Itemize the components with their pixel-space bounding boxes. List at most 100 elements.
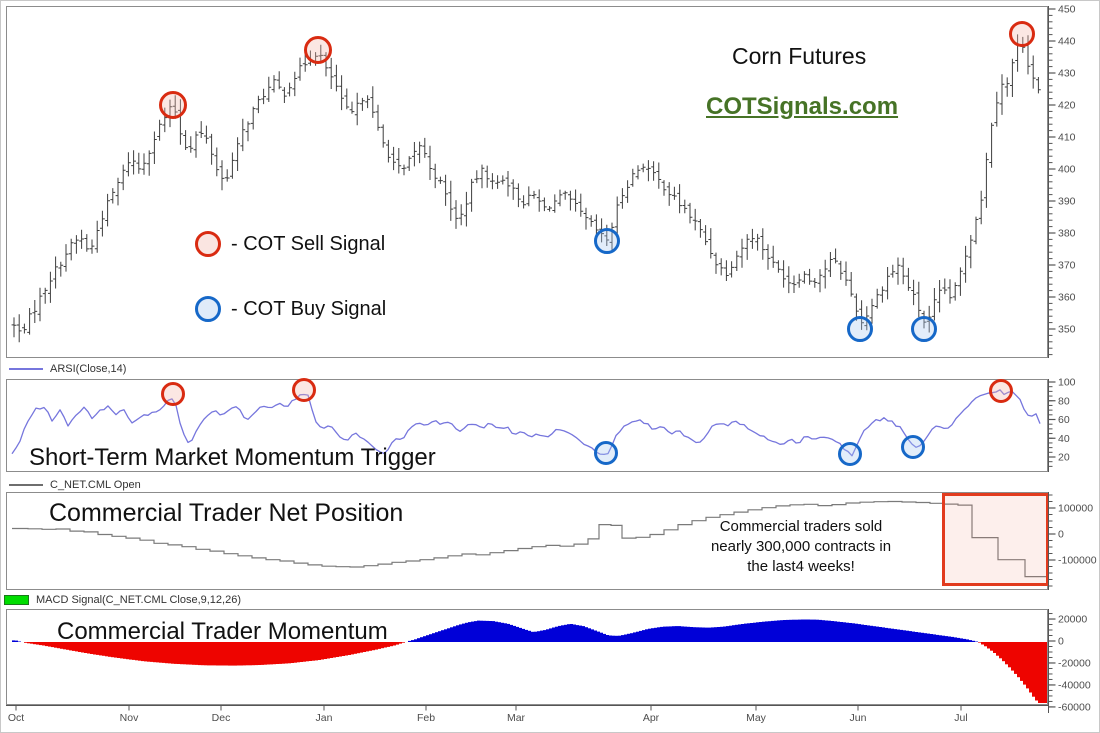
month-tick-label: Apr bbox=[643, 712, 660, 724]
macd-histogram-bar bbox=[780, 620, 783, 642]
macd-histogram-bar bbox=[462, 623, 465, 642]
macd-histogram-bar bbox=[471, 621, 474, 642]
macd-histogram-bar bbox=[933, 634, 936, 642]
highlight-box bbox=[942, 493, 1049, 586]
macd-histogram-bar bbox=[903, 630, 906, 642]
sell-signal-marker bbox=[989, 379, 1013, 403]
macd-histogram-bar bbox=[129, 642, 132, 660]
arsi-series bbox=[11, 389, 1041, 457]
sell-signal-marker bbox=[304, 36, 332, 64]
macd-histogram-bar bbox=[285, 642, 288, 664]
macd-histogram-bar bbox=[165, 642, 168, 664]
macd-histogram-bar bbox=[345, 642, 348, 656]
macd-histogram-bar bbox=[246, 642, 249, 666]
macd-histogram-bar bbox=[1026, 642, 1029, 689]
macd-histogram-bar bbox=[501, 622, 504, 642]
macd-histogram-bar bbox=[477, 620, 480, 642]
macd-histogram-bar bbox=[324, 642, 327, 659]
svg-text:60: 60 bbox=[1058, 414, 1070, 426]
macd-histogram-bar bbox=[921, 632, 924, 642]
macd-histogram-bar bbox=[951, 636, 954, 642]
macd-histogram-bar bbox=[39, 642, 42, 646]
macd-histogram-bar bbox=[591, 629, 594, 642]
macd-histogram-bar bbox=[306, 642, 309, 662]
svg-text:20000: 20000 bbox=[1058, 614, 1087, 626]
macd-histogram-bar bbox=[831, 621, 834, 642]
macd-histogram-bar bbox=[1002, 642, 1005, 662]
svg-text:0: 0 bbox=[1058, 636, 1064, 648]
svg-text:100: 100 bbox=[1058, 377, 1076, 389]
macd-histogram-bar bbox=[1020, 642, 1023, 681]
macd-histogram-bar bbox=[270, 642, 273, 665]
macd-histogram-bar bbox=[657, 627, 660, 642]
macd-histogram-bar bbox=[252, 642, 255, 666]
net-position-series bbox=[12, 500, 1047, 578]
macd-histogram-bar bbox=[207, 642, 210, 666]
macd-histogram-bar bbox=[576, 625, 579, 642]
macd-histogram-bar bbox=[435, 632, 438, 642]
macd-histogram-bar bbox=[801, 619, 804, 642]
site-link[interactable]: COTSignals.com bbox=[706, 93, 899, 120]
macd-histogram-bar bbox=[918, 632, 921, 642]
macd-histogram-bar bbox=[114, 642, 117, 658]
macd-histogram-bar bbox=[807, 619, 810, 642]
macd-histogram-bar bbox=[786, 619, 789, 642]
month-tick-label: Jan bbox=[316, 712, 333, 724]
macd-histogram-bar bbox=[747, 623, 750, 642]
macd-histogram-bar bbox=[1023, 642, 1026, 685]
macd-histogram-bar bbox=[1014, 642, 1017, 674]
svg-text:390: 390 bbox=[1058, 196, 1076, 208]
macd-histogram-bar bbox=[666, 626, 669, 642]
macd-histogram-bar bbox=[1029, 642, 1032, 693]
macd-histogram-bar bbox=[654, 627, 657, 642]
macd-histogram-bar bbox=[426, 635, 429, 642]
buy-signal-key-label: - COT Buy Signal bbox=[231, 298, 387, 320]
macd-histogram-bar bbox=[333, 642, 336, 658]
macd-histogram-bar bbox=[381, 642, 384, 649]
sell-signal-key-label: - COT Sell Signal bbox=[231, 233, 386, 255]
macd-histogram-bar bbox=[234, 642, 237, 666]
macd-histogram-bar bbox=[219, 642, 222, 666]
month-tick-label: Feb bbox=[417, 712, 435, 724]
macd-histogram-bar bbox=[141, 642, 144, 662]
macd-histogram-bar bbox=[858, 624, 861, 642]
month-tick-label: Mar bbox=[507, 712, 526, 724]
macd-histogram-bar bbox=[249, 642, 252, 666]
macd-histogram-bar bbox=[570, 624, 573, 642]
macd-histogram-bar bbox=[693, 627, 696, 642]
macd-histogram-bar bbox=[273, 642, 276, 665]
macd-histogram-bar bbox=[336, 642, 339, 657]
macd-histogram-bar bbox=[675, 626, 678, 642]
macd-histogram-bar bbox=[894, 629, 897, 642]
macd-histogram-bar bbox=[882, 627, 885, 642]
x-axis-months: Oct Nov Dec Jan Feb Mar Apr May Jun Jul bbox=[6, 705, 1048, 724]
macd-histogram-bar bbox=[978, 642, 981, 643]
macd-histogram-bar bbox=[573, 624, 576, 642]
annotation-line: nearly 300,000 contracts in bbox=[710, 538, 892, 555]
macd-histogram-bar bbox=[717, 627, 720, 642]
svg-text:410: 410 bbox=[1058, 132, 1076, 144]
svg-text:400: 400 bbox=[1058, 164, 1076, 176]
macd-histogram-bar bbox=[348, 642, 351, 655]
macd-histogram-bar bbox=[330, 642, 333, 658]
macd-histogram-bar bbox=[594, 630, 597, 642]
macd-histogram-bar bbox=[669, 626, 672, 642]
macd-histogram-bar bbox=[558, 625, 561, 642]
macd-histogram-bar bbox=[339, 642, 342, 657]
macd-histogram-bar bbox=[684, 626, 687, 642]
macd-histogram-bar bbox=[300, 642, 303, 662]
macd-histogram-bar bbox=[399, 642, 402, 644]
macd-histogram-bar bbox=[849, 623, 852, 642]
macd-histogram-bar bbox=[240, 642, 243, 666]
macd-histogram-bar bbox=[36, 642, 39, 645]
macd-histogram-bar bbox=[861, 624, 864, 642]
macd-histogram-bar bbox=[819, 619, 822, 642]
macd-histogram-bar bbox=[231, 642, 234, 666]
annotation-line: the last4 weeks! bbox=[747, 558, 855, 575]
macd-histogram-bar bbox=[24, 642, 27, 643]
macd-histogram-bar bbox=[153, 642, 156, 663]
macd-histogram-bar bbox=[123, 642, 126, 659]
macd-histogram-bar bbox=[105, 642, 108, 657]
annotation: Commercial traders sold nearly 300,000 c… bbox=[675, 517, 927, 577]
macd-histogram-bar bbox=[195, 642, 198, 665]
